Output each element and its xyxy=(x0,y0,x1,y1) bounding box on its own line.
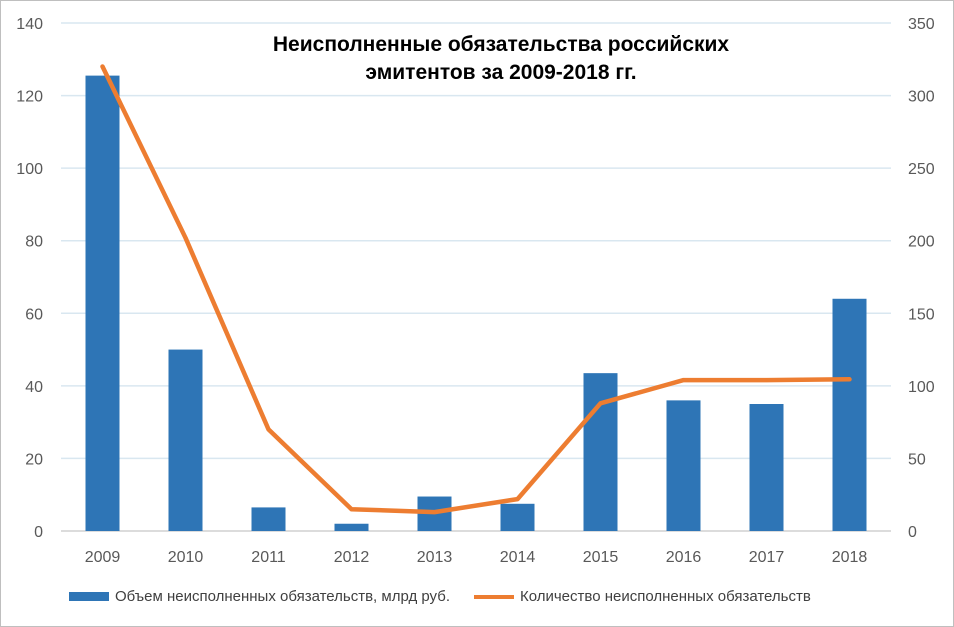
y-left-tick-label: 60 xyxy=(25,306,43,323)
x-tick-label: 2010 xyxy=(168,549,204,566)
bar-2017 xyxy=(749,404,784,531)
x-tick-label: 2015 xyxy=(583,549,619,566)
x-tick-label: 2013 xyxy=(417,549,453,566)
chart-title-line-1: Неисполненные обязательства российских xyxy=(272,33,730,56)
bar-2011 xyxy=(251,507,286,531)
y-right-tick-label: 350 xyxy=(908,16,935,33)
bar-2014 xyxy=(500,503,535,531)
y-left-tick-label: 80 xyxy=(25,234,43,251)
x-tick-label: 2014 xyxy=(500,549,536,566)
y-right-tick-label: 150 xyxy=(908,306,935,323)
bar-2015 xyxy=(583,373,618,531)
x-tick-label: 2016 xyxy=(666,549,702,566)
legend-swatch-count xyxy=(473,594,514,599)
count-point-2009 xyxy=(101,65,104,69)
bar-2009 xyxy=(85,75,120,531)
legend-item-count: Количество неисполненных обязательств xyxy=(473,588,811,605)
x-tick-label: 2009 xyxy=(85,549,121,566)
count-point-2018 xyxy=(848,377,851,381)
y-left-tick-label: 120 xyxy=(16,89,43,106)
bar-2010 xyxy=(168,349,203,531)
y-left-tick-label: 140 xyxy=(16,16,43,33)
count-point-2011 xyxy=(267,427,270,431)
bar-2012 xyxy=(334,523,369,531)
y-right-tick-label: 300 xyxy=(908,89,935,106)
y-right-tick-label: 0 xyxy=(908,524,917,541)
bar-2016 xyxy=(666,400,701,531)
bar-2018 xyxy=(832,298,867,531)
x-tick-label: 2018 xyxy=(832,549,868,566)
y-right-tick-label: 200 xyxy=(908,234,935,251)
y-right-tick-label: 50 xyxy=(908,451,926,468)
legend-label-count: Количество неисполненных обязательств xyxy=(519,588,811,605)
chart-title-line-2: эмитентов за 2009-2018 гг. xyxy=(365,61,637,84)
y-left-tick-label: 40 xyxy=(25,379,43,396)
x-tick-label: 2017 xyxy=(749,549,785,566)
chart-title: Неисполненные обязательства российских э… xyxy=(201,31,801,87)
y-left-tick-label: 0 xyxy=(34,524,43,541)
count-point-2014 xyxy=(516,497,519,501)
chart-legend: Объем неисполненных обязательств, млрд р… xyxy=(69,588,811,605)
count-point-2016 xyxy=(682,378,685,382)
x-tick-label: 2011 xyxy=(251,549,286,566)
y-left-tick-label: 20 xyxy=(25,451,43,468)
y-right-tick-label: 100 xyxy=(908,379,935,396)
legend-swatch-volume xyxy=(69,592,109,601)
count-line xyxy=(100,64,852,515)
legend-item-volume: Объем неисполненных обязательств, млрд р… xyxy=(69,588,450,605)
count-point-2015 xyxy=(599,401,602,405)
x-tick-label: 2012 xyxy=(334,549,370,566)
count-point-2013 xyxy=(433,510,436,514)
y-left-tick-label: 100 xyxy=(16,161,43,178)
y-right-tick-label: 250 xyxy=(908,161,935,178)
legend-label-volume: Объем неисполненных обязательств, млрд р… xyxy=(115,588,450,605)
count-point-2017 xyxy=(765,378,768,382)
count-point-2012 xyxy=(350,507,353,511)
count-point-2010 xyxy=(184,236,187,240)
